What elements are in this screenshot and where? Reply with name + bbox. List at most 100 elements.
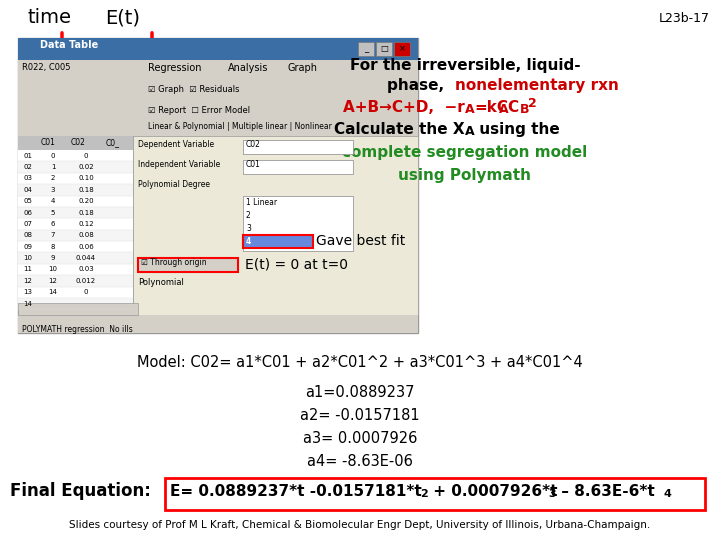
- Text: 0.10: 0.10: [78, 176, 94, 181]
- Text: C01: C01: [246, 160, 261, 169]
- Text: 0.20: 0.20: [78, 198, 94, 204]
- Text: 11: 11: [24, 266, 32, 273]
- Bar: [243, 235, 313, 248]
- Text: ×: ×: [398, 44, 405, 53]
- Text: 13: 13: [24, 289, 32, 295]
- Bar: [18, 264, 133, 275]
- Text: 6: 6: [50, 221, 55, 227]
- Bar: [165, 478, 705, 510]
- Text: 03: 03: [24, 176, 32, 181]
- Text: 0: 0: [50, 153, 55, 159]
- Text: ☑ Report  ☐ Error Model: ☑ Report ☐ Error Model: [148, 106, 250, 115]
- Text: 1 Linear: 1 Linear: [246, 198, 277, 207]
- Text: nonelementary rxn: nonelementary rxn: [455, 78, 619, 93]
- Text: time: time: [28, 8, 72, 27]
- Text: A: A: [499, 103, 508, 116]
- Text: complete segregation model: complete segregation model: [343, 145, 588, 160]
- Text: Polynomial Degree: Polynomial Degree: [138, 180, 210, 189]
- Text: 2: 2: [420, 489, 428, 499]
- Text: 0.06: 0.06: [78, 244, 94, 249]
- Text: C: C: [507, 100, 518, 115]
- Text: 09: 09: [24, 244, 32, 249]
- Text: 3: 3: [246, 224, 251, 233]
- Text: E= 0.0889237*t -0.0157181*t: E= 0.0889237*t -0.0157181*t: [170, 484, 422, 499]
- Text: Linear & Polynomial | Multiple linear | Nonlinear: Linear & Polynomial | Multiple linear | …: [148, 122, 332, 131]
- Text: 10: 10: [48, 266, 58, 273]
- Text: L23b-17: L23b-17: [659, 12, 710, 25]
- Text: a4= -8.63E-06: a4= -8.63E-06: [307, 454, 413, 469]
- Text: 0: 0: [84, 153, 89, 159]
- Bar: [18, 298, 133, 309]
- Text: A+B→C+D,  −r: A+B→C+D, −r: [343, 100, 465, 115]
- Text: 4: 4: [51, 198, 55, 204]
- Text: 0.03: 0.03: [78, 266, 94, 273]
- Text: 08: 08: [24, 232, 32, 238]
- Text: B: B: [520, 103, 529, 116]
- Text: _: _: [364, 44, 368, 53]
- Text: Model: C02= a1*C01 + a2*C01^2 + a3*C01^3 + a4*C01^4: Model: C02= a1*C01 + a2*C01^2 + a3*C01^3…: [137, 355, 583, 370]
- Text: 2: 2: [246, 211, 251, 220]
- Bar: [18, 287, 133, 298]
- Bar: [18, 150, 133, 161]
- Text: 0.02: 0.02: [78, 164, 94, 170]
- Text: 12: 12: [24, 278, 32, 284]
- Text: A: A: [465, 125, 474, 138]
- Text: 8: 8: [50, 244, 55, 249]
- Text: E(t) = 0 at t=0: E(t) = 0 at t=0: [245, 257, 348, 271]
- Bar: [18, 252, 133, 264]
- Bar: [18, 82, 418, 104]
- Text: 0.08: 0.08: [78, 232, 94, 238]
- Text: 02: 02: [24, 164, 32, 170]
- Text: A: A: [465, 103, 474, 116]
- Bar: [18, 315, 418, 333]
- Text: 3: 3: [50, 187, 55, 193]
- Bar: [138, 258, 238, 272]
- Text: using Polymath: using Polymath: [398, 168, 531, 183]
- Text: □: □: [380, 44, 388, 53]
- Text: a2= -0.0157181: a2= -0.0157181: [300, 408, 420, 423]
- Text: 14: 14: [48, 289, 58, 295]
- Bar: [18, 136, 133, 150]
- Text: Analysis: Analysis: [228, 63, 269, 73]
- Bar: [18, 195, 133, 207]
- Bar: [243, 160, 353, 174]
- Text: 9: 9: [50, 255, 55, 261]
- Text: Slides courtesy of Prof M L Kraft, Chemical & Biomolecular Engr Dept, University: Slides courtesy of Prof M L Kraft, Chemi…: [69, 520, 651, 530]
- Text: 0.012: 0.012: [76, 278, 96, 284]
- Text: Dependent Variable: Dependent Variable: [138, 140, 214, 149]
- Bar: [18, 184, 133, 195]
- Text: 7: 7: [50, 232, 55, 238]
- Text: ☑ Through origin: ☑ Through origin: [141, 258, 207, 267]
- Text: =kC: =kC: [474, 100, 508, 115]
- Text: For the irreversible, liquid-: For the irreversible, liquid-: [350, 58, 580, 73]
- Text: 3: 3: [548, 489, 556, 499]
- Text: 2: 2: [51, 176, 55, 181]
- Bar: [376, 42, 392, 56]
- Bar: [133, 136, 418, 315]
- Bar: [18, 173, 133, 184]
- Text: Calculate the X: Calculate the X: [334, 122, 465, 137]
- Text: 0: 0: [84, 289, 89, 295]
- Bar: [18, 230, 133, 241]
- Bar: [18, 207, 133, 218]
- Text: R022, C005: R022, C005: [22, 63, 71, 72]
- Text: Independent Variable: Independent Variable: [138, 160, 220, 169]
- Text: a3= 0.0007926: a3= 0.0007926: [303, 431, 417, 446]
- Bar: [18, 120, 418, 136]
- Text: ☑ Graph  ☑ Residuals: ☑ Graph ☑ Residuals: [148, 85, 240, 94]
- Bar: [18, 241, 133, 252]
- Text: Polynomial: Polynomial: [138, 278, 184, 287]
- Text: 2: 2: [528, 97, 536, 110]
- Text: 0.18: 0.18: [78, 187, 94, 193]
- Bar: [18, 38, 418, 60]
- Text: Regression: Regression: [148, 63, 202, 73]
- Text: 06: 06: [24, 210, 32, 215]
- Bar: [243, 196, 353, 251]
- Text: C0_: C0_: [106, 138, 120, 147]
- Text: 4: 4: [246, 237, 251, 246]
- Text: 05: 05: [24, 198, 32, 204]
- Text: E(t): E(t): [105, 8, 140, 27]
- Text: POLYMATH regression  No ills: POLYMATH regression No ills: [22, 325, 132, 334]
- Bar: [18, 104, 418, 120]
- Text: 4: 4: [663, 489, 671, 499]
